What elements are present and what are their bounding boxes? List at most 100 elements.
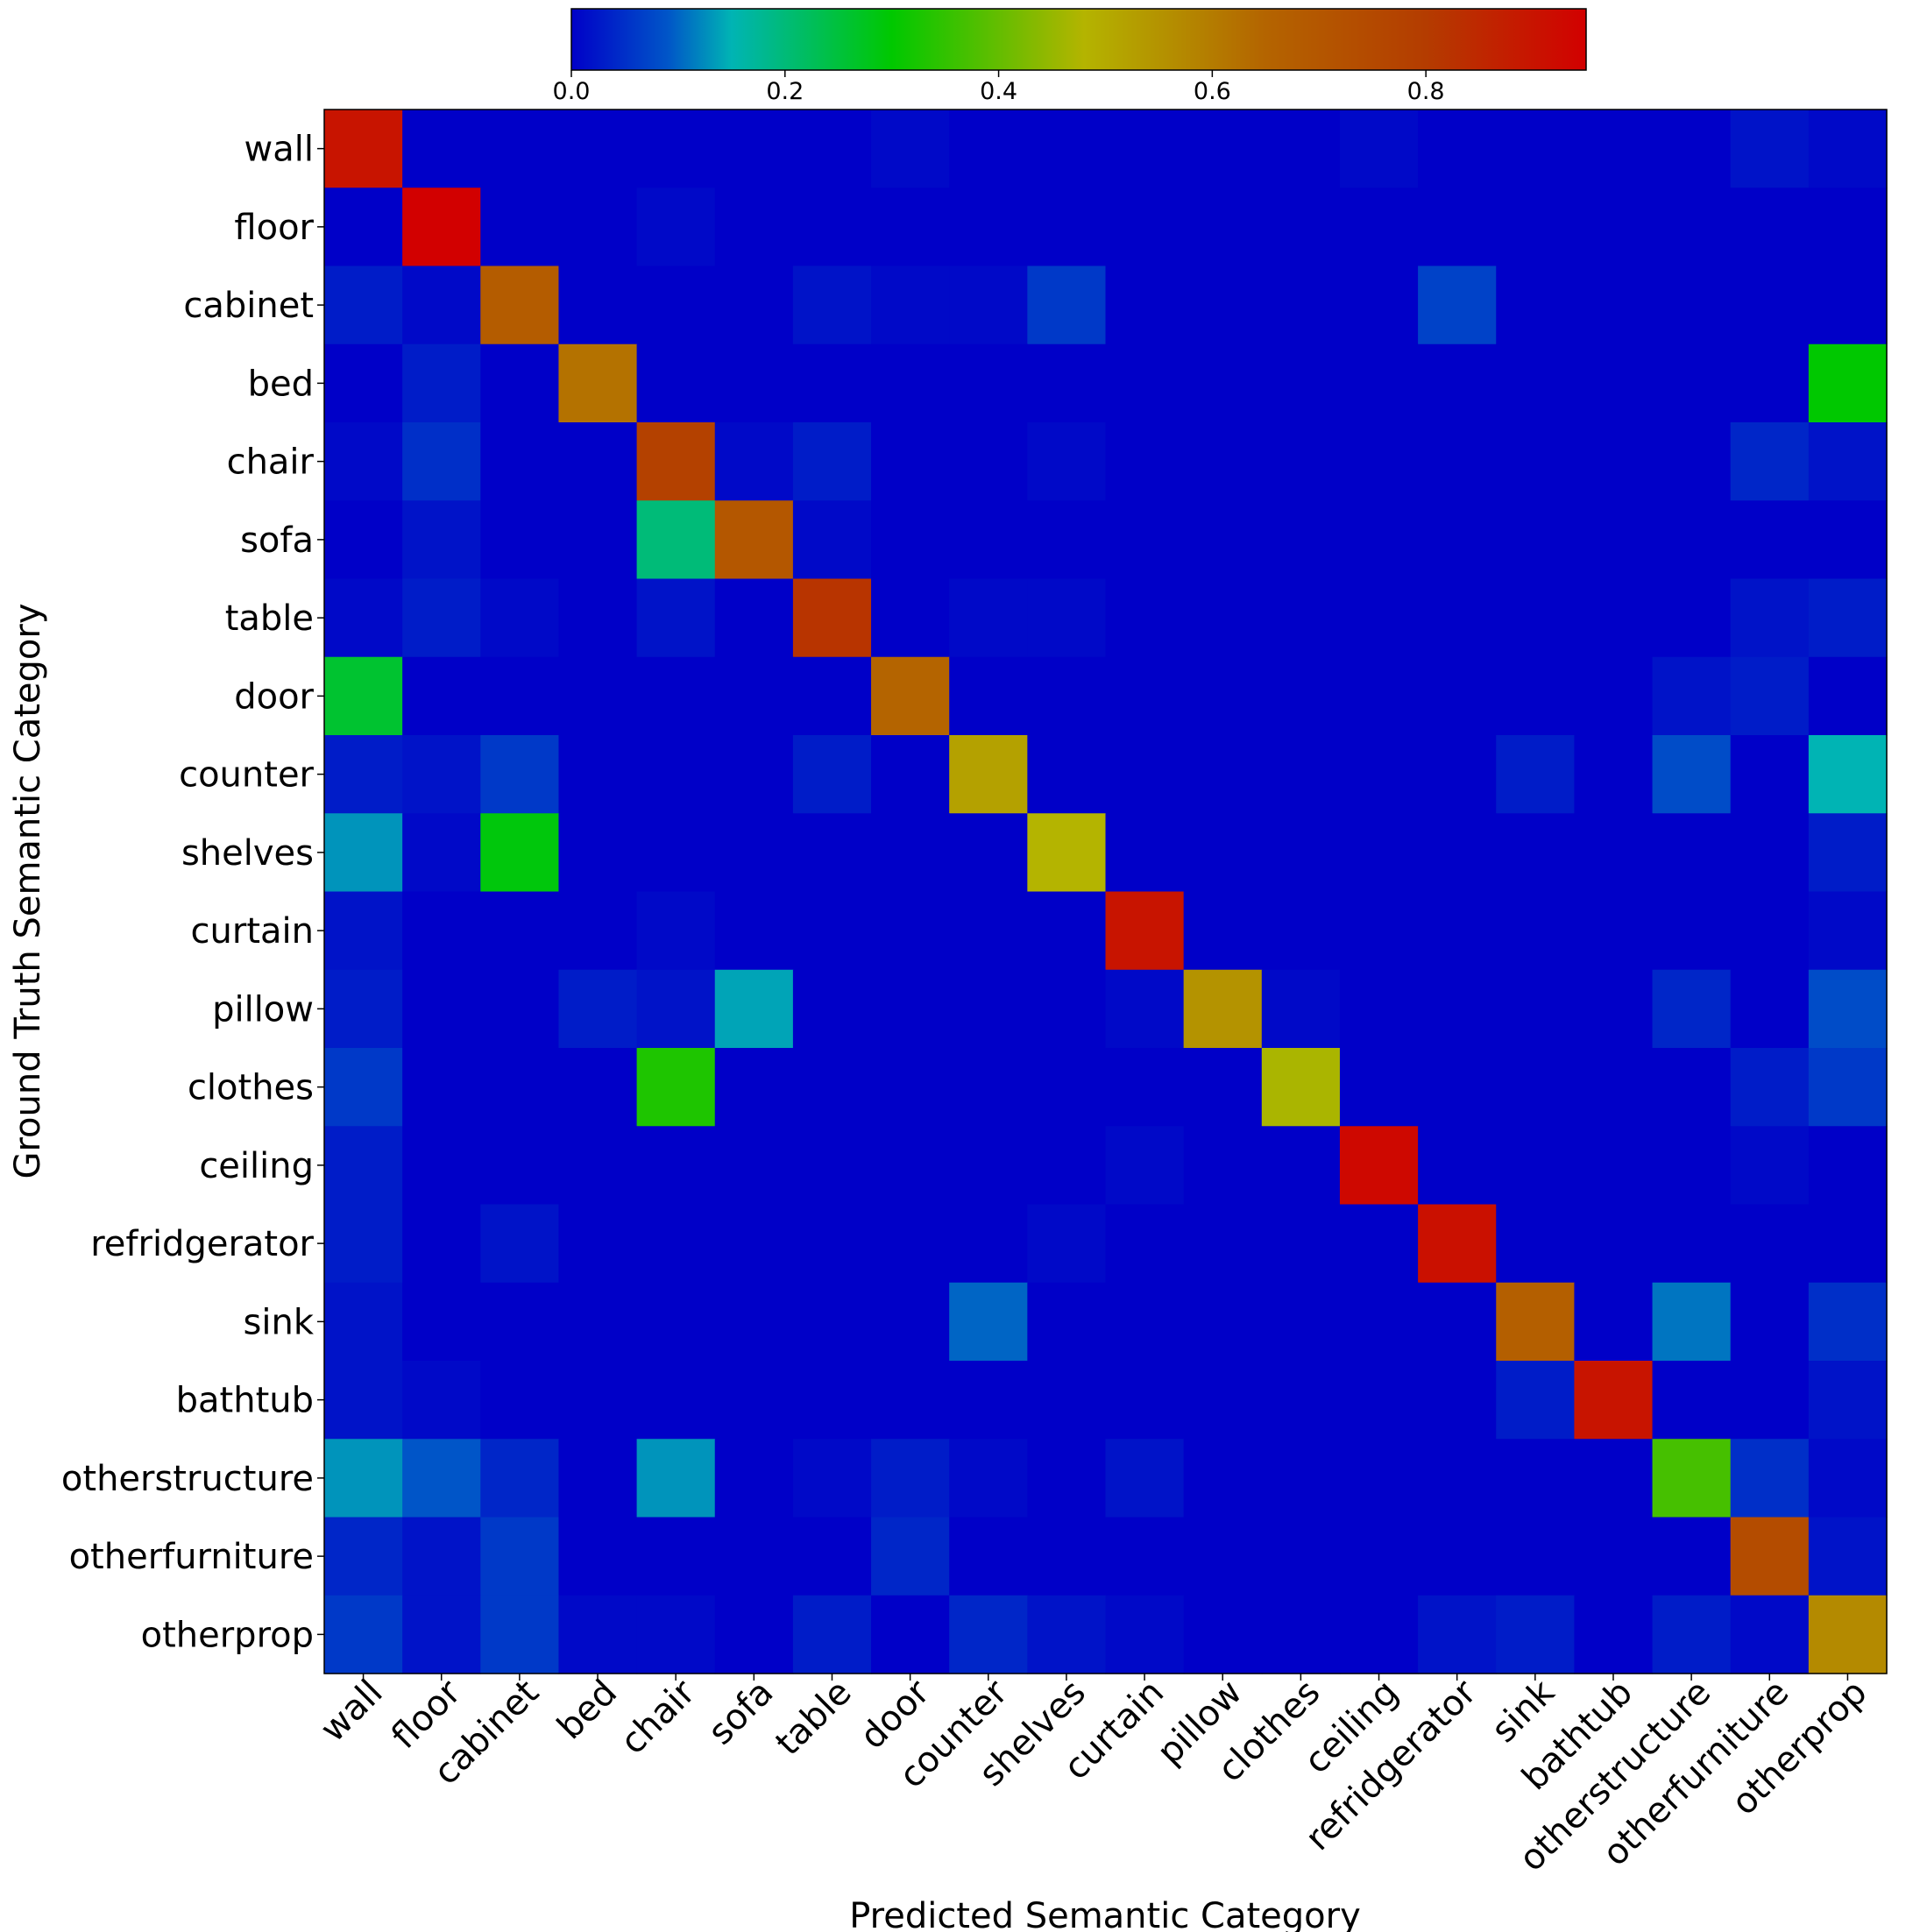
heatmap-cell-table-otherfurniture — [1730, 578, 1810, 658]
heatmap-cell-otherprop-sink — [1496, 1595, 1575, 1674]
colorbar: 0.0 0.2 0.4 0.6 0.8 — [553, 8, 1587, 105]
heatmap-cell-refridgerator-floor — [402, 1204, 481, 1284]
heatmap-cell-ceiling-cabinet — [480, 1126, 560, 1206]
heatmap-cell-sofa-cabinet — [480, 500, 560, 580]
heatmap-cell-shelves-bathtub — [1574, 813, 1654, 893]
heatmap-cell-bathtub-shelves — [1027, 1361, 1107, 1440]
heatmap-cell-sofa-refridgerator — [1418, 500, 1497, 580]
heatmap-cell-refridgerator-bathtub — [1574, 1204, 1654, 1284]
heatmap-cell-refridgerator-chair — [636, 1204, 716, 1284]
heatmap-cell-clothes-door — [871, 1048, 950, 1127]
heatmap-cell-counter-chair — [636, 735, 716, 814]
heatmap-cell-door-door — [871, 656, 950, 736]
heatmap-cell-door-chair — [636, 656, 716, 736]
heatmap-cell-clothes-chair — [636, 1048, 716, 1127]
heatmap-cell-table-bed — [558, 578, 638, 658]
heatmap-cell-chair-bathtub — [1574, 422, 1654, 501]
heatmap-cell-bed-otherprop — [1808, 343, 1888, 423]
heatmap-cell-shelves-sink — [1496, 813, 1575, 893]
heatmap-cell-chair-curtain — [1105, 422, 1185, 501]
heatmap-cell-shelves-refridgerator — [1418, 813, 1497, 893]
heatmap-cell-chair-sink — [1496, 422, 1575, 501]
heatmap-cell-otherfurniture-pillow — [1183, 1517, 1263, 1596]
heatmap-cell-bathtub-curtain — [1105, 1361, 1185, 1440]
heatmap-cell-door-bed — [558, 656, 638, 736]
heatmap-cell-otherstructure-otherprop — [1808, 1439, 1888, 1518]
heatmap-cell-counter-table — [792, 735, 872, 814]
heatmap-cell-otherstructure-ceiling — [1339, 1439, 1419, 1518]
heatmap-cell-ceiling-otherprop — [1808, 1126, 1888, 1206]
heatmap-cell-cabinet-otherprop — [1808, 265, 1888, 345]
heatmap-cell-counter-wall — [324, 735, 403, 814]
heatmap-cell-ceiling-chair — [636, 1126, 716, 1206]
heatmap-cell-bathtub-otherprop — [1808, 1361, 1888, 1440]
heatmap-cell-sofa-bathtub — [1574, 500, 1654, 580]
heatmap-cell-bed-curtain — [1105, 343, 1185, 423]
heatmap-cell-sink-wall — [324, 1282, 403, 1362]
heatmap-cell-ceiling-refridgerator — [1418, 1126, 1497, 1206]
heatmap-cell-otherfurniture-otherstructure — [1652, 1517, 1732, 1596]
heatmap-cell-curtain-bathtub — [1574, 891, 1654, 971]
heatmap-cell-sink-table — [792, 1282, 872, 1362]
heatmap-cell-otherstructure-floor — [402, 1439, 481, 1518]
heatmap-cell-sink-bathtub — [1574, 1282, 1654, 1362]
heatmap-cell-cabinet-refridgerator — [1418, 265, 1497, 345]
x-tick-label-table: table — [768, 1673, 859, 1764]
heatmap-cell-otherfurniture-door — [871, 1517, 950, 1596]
heatmap-cell-sofa-bed — [558, 500, 638, 580]
heatmap-cell-otherstructure-chair — [636, 1439, 716, 1518]
heatmap-cell-shelves-pillow — [1183, 813, 1263, 893]
heatmap-cell-bathtub-sofa — [714, 1361, 794, 1440]
y-tick-label-clothes: clothes — [188, 1068, 314, 1108]
heatmap-cell-sink-shelves — [1027, 1282, 1107, 1362]
heatmap-cell-otherfurniture-otherfurniture — [1730, 1517, 1810, 1596]
heatmap-cell-table-bathtub — [1574, 578, 1654, 658]
heatmap-cell-clothes-otherfurniture — [1730, 1048, 1810, 1127]
heatmap-cell-floor-curtain — [1105, 188, 1185, 267]
heatmap-cell-shelves-door — [871, 813, 950, 893]
heatmap-cell-sink-sofa — [714, 1282, 794, 1362]
heatmap-cell-curtain-pillow — [1183, 891, 1263, 971]
heatmap-cell-bathtub-refridgerator — [1418, 1361, 1497, 1440]
heatmap-cell-otherfurniture-wall — [324, 1517, 403, 1596]
heatmap-cell-ceiling-otherstructure — [1652, 1126, 1732, 1206]
heatmap-cell-shelves-sofa — [714, 813, 794, 893]
y-tick-label-door: door — [234, 676, 314, 717]
heatmap-cell-bathtub-pillow — [1183, 1361, 1263, 1440]
heatmap-cell-cabinet-floor — [402, 265, 481, 345]
heatmap-cell-otherprop-chair — [636, 1595, 716, 1674]
heatmap-cell-curtain-cabinet — [480, 891, 560, 971]
heatmap-cell-bed-bed — [558, 343, 638, 423]
heatmap-cell-curtain-ceiling — [1339, 891, 1419, 971]
heatmap-cell-floor-counter — [949, 188, 1028, 267]
heatmap-cell-bed-otherstructure — [1652, 343, 1732, 423]
heatmap-cell-pillow-floor — [402, 969, 481, 1049]
heatmap-cell-sofa-otherstructure — [1652, 500, 1732, 580]
colorbar-scale — [570, 8, 1587, 71]
heatmap-cell-refridgerator-sofa — [714, 1204, 794, 1284]
heatmap-cell-door-shelves — [1027, 656, 1107, 736]
heatmap-cell-wall-cabinet — [480, 110, 560, 188]
heatmap-cell-otherprop-sofa — [714, 1595, 794, 1674]
heatmap-cell-table-sink — [1496, 578, 1575, 658]
heatmap-cell-pillow-wall — [324, 969, 403, 1049]
heatmap-cell-sink-clothes — [1261, 1282, 1341, 1362]
heatmap-cell-counter-clothes — [1261, 735, 1341, 814]
heatmap-cell-bed-chair — [636, 343, 716, 423]
heatmap-cell-otherstructure-pillow — [1183, 1439, 1263, 1518]
heatmap-cell-ceiling-curtain — [1105, 1126, 1185, 1206]
heatmap-cell-bathtub-cabinet — [480, 1361, 560, 1440]
heatmap-cell-chair-door — [871, 422, 950, 501]
heatmap-cell-refridgerator-curtain — [1105, 1204, 1185, 1284]
heatmap-cell-otherstructure-bed — [558, 1439, 638, 1518]
heatmap-cell-floor-table — [792, 188, 872, 267]
heatmap-cell-shelves-chair — [636, 813, 716, 893]
heatmap-cell-sink-otherstructure — [1652, 1282, 1732, 1362]
heatmap-cell-pillow-ceiling — [1339, 969, 1419, 1049]
heatmap-cell-floor-floor — [402, 188, 481, 267]
heatmap-cell-curtain-door — [871, 891, 950, 971]
heatmap-cell-otherfurniture-floor — [402, 1517, 481, 1596]
heatmap-cell-pillow-bed — [558, 969, 638, 1049]
heatmap-cell-bed-bathtub — [1574, 343, 1654, 423]
heatmap-cell-sofa-otherprop — [1808, 500, 1888, 580]
